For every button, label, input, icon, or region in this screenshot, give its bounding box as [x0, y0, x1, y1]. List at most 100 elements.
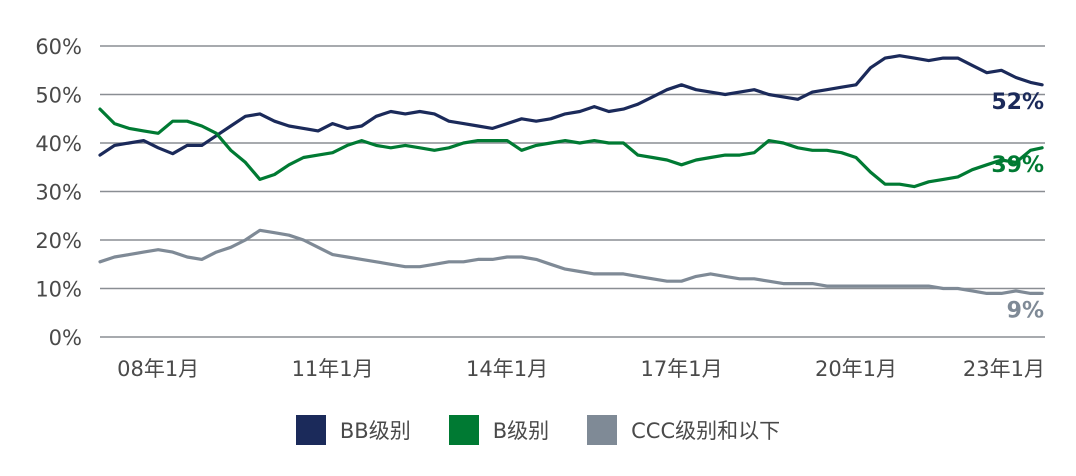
data-point-bb [157, 146, 160, 149]
data-point-bb [491, 127, 494, 130]
data-point-ccc [796, 282, 799, 285]
data-point-ccc [1029, 292, 1032, 295]
data-point-b [186, 120, 189, 123]
data-point-b [753, 151, 756, 154]
data-point-b [287, 163, 291, 166]
data-point-bb [244, 115, 247, 118]
data-point-ccc [186, 255, 189, 259]
data-point-ccc [636, 275, 640, 278]
data-point-b [1000, 158, 1003, 162]
data-point-bb [1040, 83, 1044, 87]
data-point-ccc [316, 246, 320, 249]
data-point-b [956, 175, 959, 179]
x-axis-ticks: 08年1月 11年1月 14年1月 17年1月 20年1月 23年1月 [117, 357, 1045, 381]
data-point-ccc [535, 258, 538, 261]
data-point-bb [476, 124, 480, 128]
data-point-b [709, 156, 712, 159]
y-tick-label: 60% [35, 35, 82, 59]
data-point-ccc [985, 292, 988, 295]
data-point-ccc [738, 277, 741, 280]
data-point-bb [287, 124, 291, 128]
y-axis-ticks: 0% 10% 20% 30% 40% 50% 60% [35, 35, 82, 350]
data-point-b [346, 144, 349, 147]
data-point-b [462, 141, 465, 145]
data-point-ccc [462, 260, 465, 263]
data-point-ccc [593, 272, 596, 276]
data-point-b [607, 141, 610, 145]
data-point-bb [142, 139, 145, 142]
x-tick-label: 11年1月 [292, 357, 374, 381]
data-point-bb [898, 54, 901, 57]
data-point-ccc [1014, 289, 1018, 293]
data-point-bb [1029, 81, 1032, 84]
data-point-bb [694, 88, 698, 91]
data-point-b [1014, 161, 1018, 164]
data-point-ccc [825, 284, 829, 288]
data-point-b [840, 151, 843, 154]
data-point-bb [302, 127, 305, 130]
data-point-b [680, 163, 683, 166]
data-point-b [942, 178, 945, 181]
data-point-b [796, 146, 799, 149]
data-point-b [389, 146, 392, 149]
data-point-b [200, 124, 203, 128]
data-point-ccc [1000, 292, 1003, 295]
data-point-bb [985, 71, 988, 74]
data-point-bb [258, 112, 262, 116]
data-point-ccc [258, 229, 262, 232]
data-point-b [157, 132, 160, 135]
data-point-b [811, 149, 814, 152]
data-point-bb [796, 98, 799, 101]
data-point-bb [229, 124, 232, 128]
legend: BB级别 B级别 CCC级别和以下 [0, 408, 1076, 452]
data-point-ccc [767, 280, 770, 283]
x-tick-label: 14年1月 [466, 357, 548, 381]
end-label-bb: 52% [991, 90, 1044, 115]
data-point-bb [433, 112, 436, 116]
series-layer [98, 54, 1044, 295]
data-point-b [854, 156, 858, 159]
data-point-ccc [840, 284, 843, 288]
data-point-ccc [142, 250, 145, 254]
data-point-b [694, 158, 698, 162]
data-point-ccc [98, 260, 102, 263]
data-point-bb [753, 88, 756, 91]
data-point-b [971, 168, 974, 171]
data-point-bb [375, 115, 378, 118]
data-point-bb [171, 152, 174, 155]
data-point-ccc [607, 272, 610, 276]
data-point-bb [418, 110, 421, 113]
data-point-ccc [883, 284, 887, 288]
data-point-b [331, 151, 334, 154]
legend-item-ccc: CCC级别和以下 [587, 415, 780, 445]
data-point-ccc [476, 258, 480, 261]
data-point-ccc [113, 255, 116, 259]
legend-item-b: B级别 [448, 415, 549, 445]
data-point-bb [854, 83, 858, 87]
grid-layer [100, 45, 1045, 338]
data-point-b [782, 141, 785, 145]
data-point-b [127, 127, 131, 130]
series-line-b [98, 107, 1044, 189]
data-point-ccc [811, 282, 814, 285]
x-tick-label: 08年1月 [117, 357, 199, 381]
data-point-ccc [564, 267, 567, 271]
data-point-bb [404, 112, 407, 116]
data-point-b [825, 149, 829, 152]
legend-item-bb: BB级别 [295, 415, 411, 445]
data-point-ccc [215, 250, 218, 254]
y-tick-label: 0% [49, 326, 82, 350]
data-point-b [1029, 149, 1032, 152]
data-point-bb [273, 120, 276, 123]
data-point-b [113, 122, 116, 125]
data-point-bb [942, 56, 945, 60]
data-point-bb [636, 103, 640, 106]
data-point-bb [346, 127, 349, 130]
data-point-bb [127, 141, 131, 145]
data-point-b [215, 132, 218, 135]
data-point-ccc [782, 282, 785, 285]
data-point-bb [462, 122, 465, 125]
data-point-bb [98, 153, 102, 157]
data-point-ccc [302, 238, 305, 242]
